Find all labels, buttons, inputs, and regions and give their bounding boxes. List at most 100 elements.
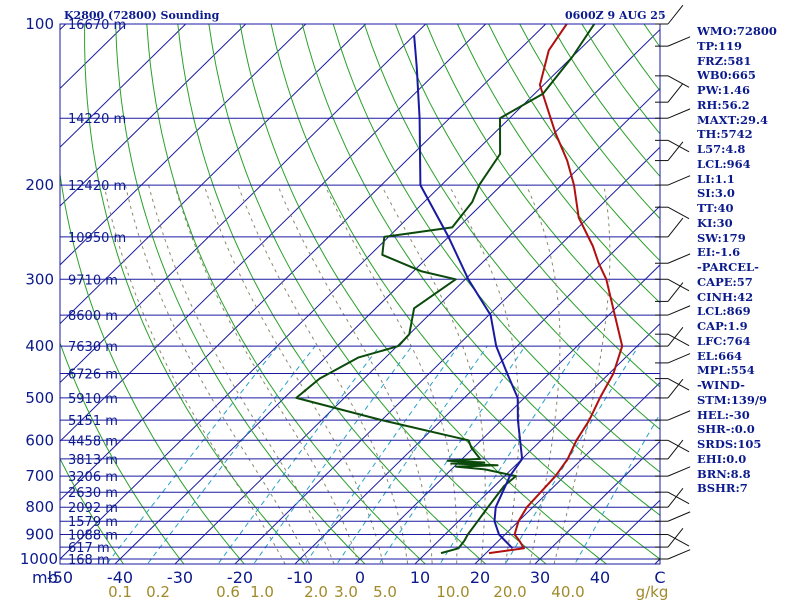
- isotherm-line: [60, 24, 427, 384]
- moist-adiabat-line: [203, 184, 384, 564]
- wind-barb: [655, 75, 690, 88]
- wind-barb: [655, 108, 691, 119]
- height-label: 168 m: [68, 553, 110, 568]
- height-label: 617 m: [68, 541, 110, 556]
- moist-adiabat-line: [277, 184, 433, 564]
- mixing-ratio-line: [106, 345, 279, 564]
- mixing-ratio-line: [146, 345, 316, 564]
- pressure-tick-label: 600: [25, 431, 54, 449]
- isotherm-line: [174, 87, 660, 564]
- parcel-path: [413, 35, 524, 549]
- temperature-tick-label: 30: [530, 568, 550, 587]
- mixing-ratio-label: 20.0: [493, 583, 526, 600]
- dry-adiabat-line: [177, 24, 487, 564]
- pressure-tick-label: 400: [25, 337, 54, 355]
- sounding-profiles: [295, 24, 624, 555]
- pressure-tick-label: 1000: [20, 550, 58, 568]
- index-value: -PARCEL-: [697, 260, 759, 274]
- index-value: SW:179: [697, 230, 746, 245]
- mixing-ratio-line: [574, 413, 660, 564]
- temperature-tick-label: C: [654, 568, 665, 587]
- mixing-ratio-label: g/kg: [636, 583, 669, 600]
- moist-adiabat-line: [380, 184, 486, 564]
- dry-adiabat-line: [115, 24, 366, 564]
- temperature-tick-label: -30: [167, 568, 193, 587]
- height-label: 14220 m: [68, 112, 126, 127]
- pressure-tick-label: 200: [25, 176, 54, 194]
- isotherm-line: [114, 28, 660, 564]
- height-label: 3813 m: [68, 453, 118, 468]
- isobar-lines: [60, 23, 660, 560]
- temperature-tick-label: -40: [107, 568, 133, 587]
- temperature-tick-label: 40: [590, 568, 610, 587]
- isotherm-line: [60, 24, 187, 148]
- height-label: 10950 m: [68, 231, 126, 246]
- pressure-tick-label: 800: [25, 498, 54, 516]
- dry-adiabat-line: [60, 170, 245, 564]
- index-value: HEL:-30: [697, 407, 750, 422]
- wind-barb: [655, 439, 684, 460]
- isotherm-line: [60, 24, 487, 443]
- wind-barb: [655, 378, 684, 399]
- wind-barb: [655, 488, 684, 508]
- height-label: 6726 m: [68, 367, 118, 382]
- height-label: 9710 m: [68, 273, 118, 288]
- mixing-ratio-label: 2.0: [304, 583, 328, 600]
- wind-barb: [655, 278, 690, 292]
- dry-adiabat-line: [332, 24, 660, 473]
- index-value: CINH:42: [697, 289, 754, 304]
- moist-adiabat-line: [553, 185, 611, 564]
- index-value: TT:40: [697, 201, 734, 215]
- wind-barb: [655, 527, 684, 548]
- mixing-ratio-line: [304, 345, 459, 564]
- mixing-ratio-label: 40.0: [551, 583, 584, 600]
- temperature-tick-label: -20: [227, 568, 253, 587]
- height-label: 4458 m: [68, 434, 118, 449]
- isotherm-line: [60, 24, 607, 560]
- index-value: CAP:1.9: [697, 319, 748, 333]
- isotherm-line: [60, 24, 307, 266]
- mixing-ratio-line: [504, 345, 639, 564]
- wind-barb: [655, 333, 690, 347]
- index-value: L57:4.8: [697, 142, 746, 156]
- wind-barb: [655, 139, 690, 153]
- wind-barb: [655, 36, 691, 47]
- wind-barb: [655, 549, 691, 560]
- mixing-ratio-label: 5.0: [373, 583, 397, 600]
- dry-adiabat-line: [146, 24, 427, 564]
- mixing-ratio-line: [378, 345, 526, 564]
- wind-barb: [655, 511, 691, 522]
- background-grid: [0, 24, 660, 570]
- isotherm-line: [354, 264, 660, 564]
- dry-adiabat-line: [426, 24, 660, 346]
- pressure-tick-label: 500: [25, 389, 54, 407]
- pressure-tick-label: 300: [25, 270, 54, 288]
- temperature-tick-label: 0: [355, 568, 365, 587]
- wind-barb: [655, 282, 684, 302]
- pressure-tick-label: 700: [25, 467, 54, 485]
- height-label: 2092 m: [68, 501, 118, 516]
- index-value: BSHR:7: [697, 481, 748, 496]
- moist-adiabat-line: [124, 184, 311, 564]
- index-value: EHI:0.0: [697, 451, 747, 466]
- dry-adiabat-line: [60, 341, 185, 564]
- height-label: 3206 m: [68, 470, 118, 485]
- dry-adiabat-line: [457, 24, 660, 304]
- index-value: MAXT:29.4: [697, 112, 768, 127]
- mixing-ratio-line: [217, 345, 380, 564]
- wind-barb: [655, 410, 691, 421]
- wind-barb: [655, 466, 691, 477]
- height-label: 1088 m: [68, 529, 118, 544]
- index-value: KI:30: [697, 215, 733, 230]
- mixing-ratio-line: [336, 345, 488, 564]
- temperature-tick-label: -10: [287, 568, 313, 587]
- index-value: -WIND-: [697, 378, 745, 392]
- isotherm-line: [0, 24, 6, 570]
- index-value: RH:56.2: [697, 97, 750, 112]
- plot-frame: [59, 23, 661, 565]
- temperature-tick-label: -50: [47, 568, 73, 587]
- wind-barb: [655, 206, 690, 220]
- mixing-ratio-line: [439, 345, 581, 564]
